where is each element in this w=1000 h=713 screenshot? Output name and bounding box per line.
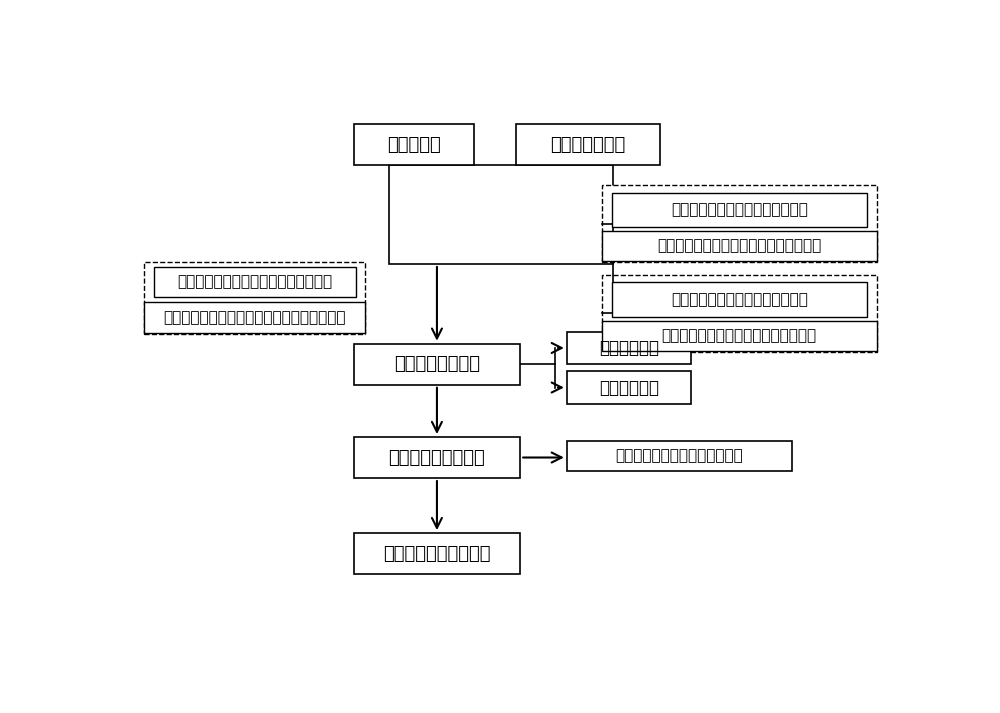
Bar <box>516 124 660 165</box>
Text: 系统带宽随横、轴刚度比变化影响分析: 系统带宽随横、轴刚度比变化影响分析 <box>178 275 333 289</box>
Text: 系统最小频率随分布半径变化影响分析: 系统最小频率随分布半径变化影响分析 <box>662 328 817 343</box>
Bar <box>612 193 867 227</box>
Text: 系统最小耦合性随安装倾角变化影响分析: 系统最小耦合性随安装倾角变化影响分析 <box>657 239 821 254</box>
Bar <box>602 321 877 351</box>
Text: 系统带宽随安装倾角变化影响分析: 系统带宽随安装倾角变化影响分析 <box>671 202 808 217</box>
Bar <box>612 282 867 317</box>
Text: 系统模态频率: 系统模态频率 <box>599 339 659 357</box>
Text: 系统带宽随分布半径变化影响分析: 系统带宽随分布半径变化影响分析 <box>671 292 808 307</box>
Bar <box>144 262 365 334</box>
Text: 系统主（线）刚度耦合状态分析: 系统主（线）刚度耦合状态分析 <box>615 448 743 463</box>
Text: 隔振系统隔振性能分析: 隔振系统隔振性能分析 <box>383 545 491 563</box>
Bar <box>602 275 877 352</box>
Text: 隔振器刚度: 隔振器刚度 <box>387 135 441 153</box>
Text: 模态参与因子: 模态参与因子 <box>599 379 659 396</box>
Bar <box>144 302 365 332</box>
Text: 隔振器布置形式: 隔振器布置形式 <box>550 135 626 153</box>
Bar <box>567 332 691 364</box>
Bar <box>602 185 877 262</box>
Bar <box>354 533 520 574</box>
Bar <box>567 441 792 471</box>
Bar <box>354 437 520 478</box>
Bar <box>354 124 474 165</box>
Bar <box>154 267 356 297</box>
Bar <box>388 165 613 264</box>
Bar <box>567 371 691 404</box>
Bar <box>602 231 877 261</box>
Text: 系统最小耦合性随横、轴刚度比变化影响分析: 系统最小耦合性随横、轴刚度比变化影响分析 <box>164 310 346 325</box>
Bar <box>354 344 520 385</box>
Text: 隔振系统模态分析: 隔振系统模态分析 <box>394 355 480 373</box>
Text: 隔振系统耦合度分析: 隔振系统耦合度分析 <box>389 448 485 466</box>
